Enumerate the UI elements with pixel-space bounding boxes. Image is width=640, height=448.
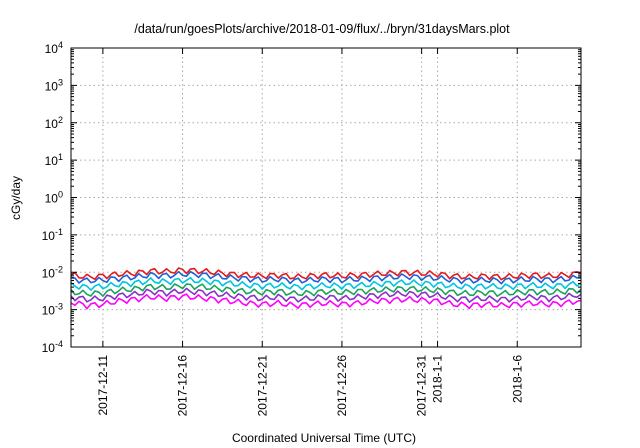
y-tick-label: 103 [45, 77, 63, 93]
x-axis: 2017-12-11 2017-12-16 2017-12-21 2017-12-26… [96, 48, 524, 416]
x-tick-label: 2017-12-31 [415, 355, 429, 417]
grid [71, 48, 581, 347]
x-tick-label: 2017-12-26 [335, 355, 349, 417]
series-line-5 [70, 287, 582, 303]
y-axis-label: cGy/day [9, 176, 23, 220]
series-line-4 [70, 283, 582, 297]
series-line-2 [70, 270, 582, 285]
x-axis-label: Coordinated Universal Time (UTC) [232, 431, 416, 445]
y-tick-label: 10-3 [42, 302, 63, 318]
y-tick-label: 10-4 [42, 339, 63, 355]
y-axis: 10-4 10-3 10-2 10-1 100 101 102 103 104 [42, 40, 581, 355]
y-tick-label: 10-2 [42, 264, 63, 280]
series-line-3 [70, 276, 582, 291]
chart-title: /data/run/goesPlots/archive/2018-01-09/f… [134, 22, 510, 36]
y-tick-label: 102 [45, 115, 63, 131]
y-tick-label: 10-1 [42, 227, 63, 243]
x-tick-label: 2018-1-6 [510, 355, 524, 403]
series-layer [70, 267, 582, 310]
x-tick-label: 2017-12-16 [176, 355, 190, 417]
series-line-1 [70, 267, 582, 281]
y-tick-label: 104 [45, 40, 63, 56]
series-line-6 [70, 293, 582, 310]
x-tick-label: 2018-1-1 [431, 355, 445, 403]
x-tick-label: 2017-12-21 [255, 355, 269, 417]
y-tick-label: 100 [45, 190, 63, 206]
x-tick-label: 2017-12-11 [96, 355, 110, 416]
y-tick-label: 101 [45, 152, 63, 168]
